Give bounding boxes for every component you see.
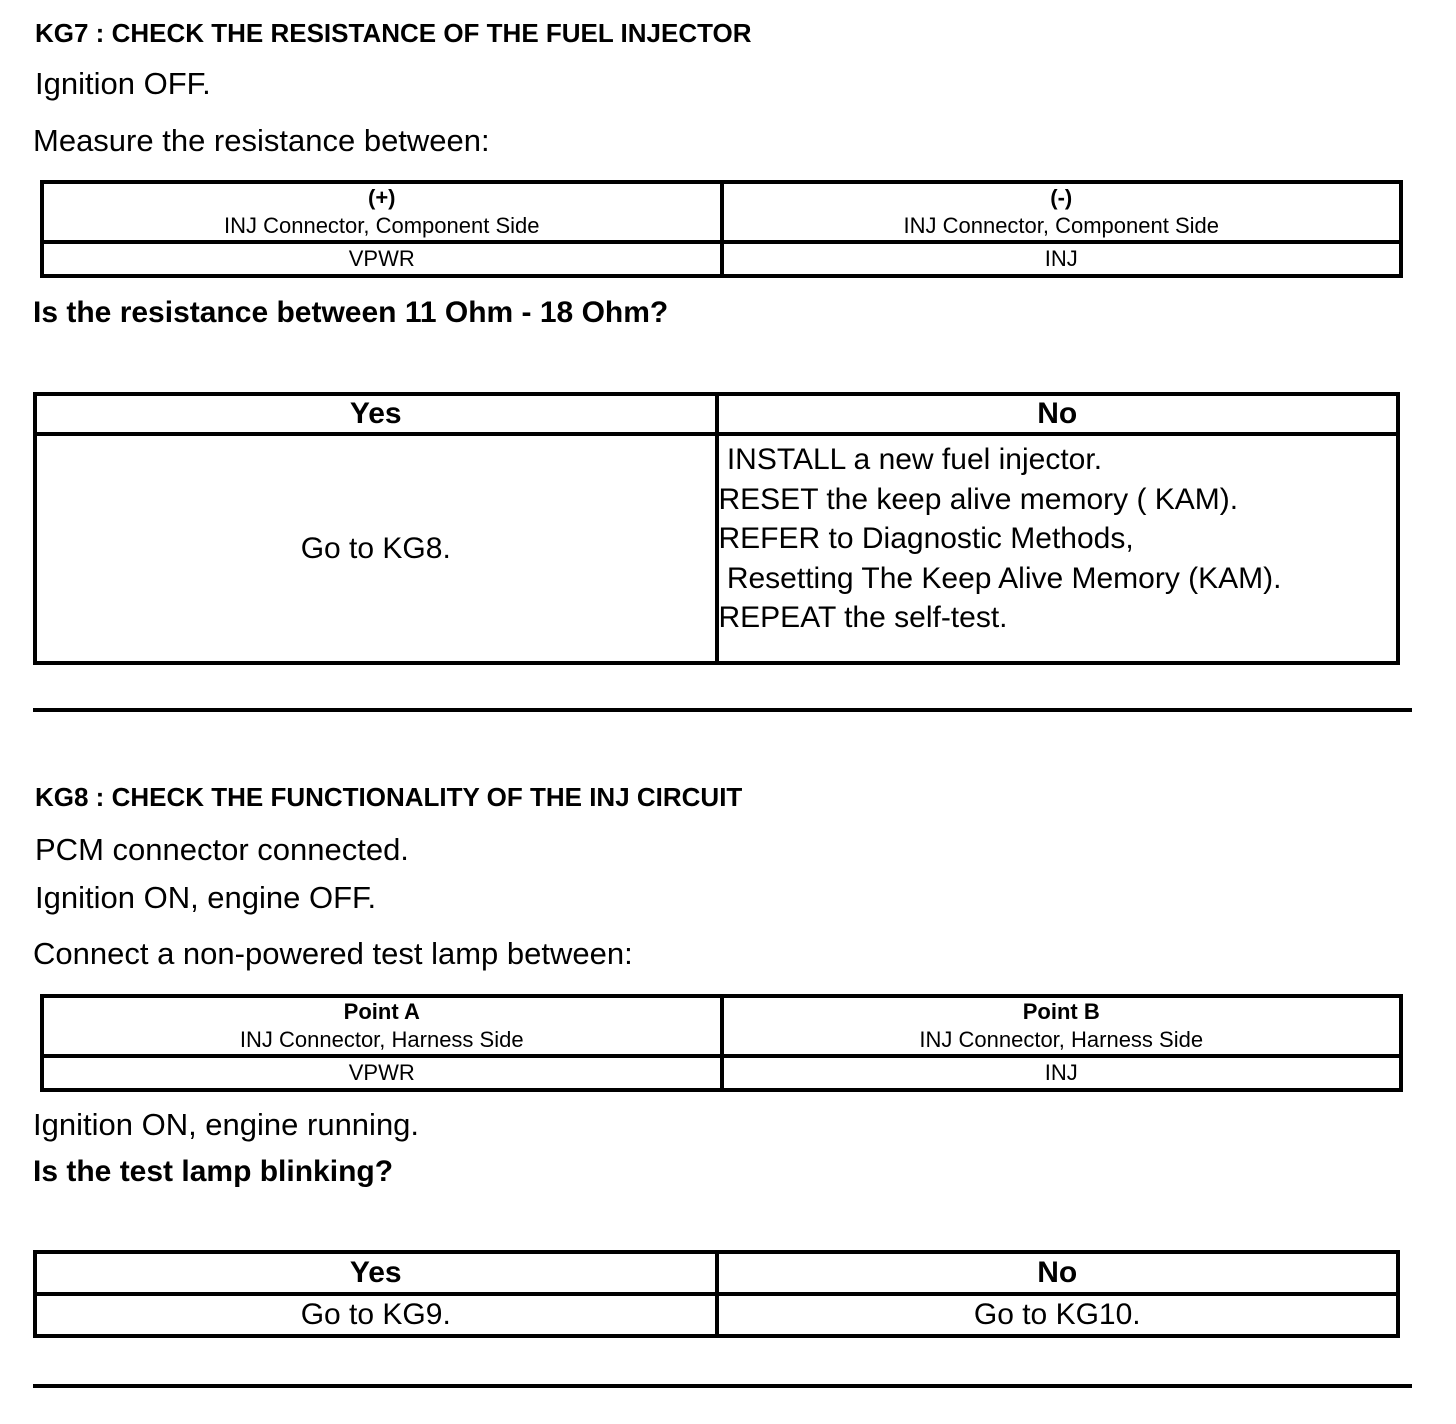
kg7-measure-col1-value: VPWR	[40, 240, 724, 278]
kg7-yes-header: Yes	[33, 392, 719, 436]
kg8-step-1: PCM connector connected.	[35, 832, 409, 867]
no-action-3: REFER to Diagnostic Methods,	[718, 522, 1134, 555]
kg8-lamp-table: Point A INJ Connector, Harness Side Point…	[40, 994, 1403, 1092]
kg8-lamp-col2-header: Point B INJ Connector, Harness Side	[719, 994, 1403, 1058]
col2-title: Point B	[1022, 999, 1100, 1024]
kg8-yes-action: Go to KG9.	[33, 1292, 719, 1338]
kg7-measure-table: (+) INJ Connector, Component Side (-) INJ …	[40, 180, 1403, 278]
kg8-step-3: Connect a non-powered test lamp between:	[33, 936, 633, 971]
kg7-no-header: No	[714, 392, 1400, 436]
kg8-heading: KG8 : CHECK THE FUNCTIONALITY OF THE INJ…	[35, 782, 743, 812]
kg8-question: Is the test lamp blinking?	[33, 1155, 394, 1188]
col2-sub: INJ Connector, Harness Side	[919, 1027, 1204, 1052]
kg8-step-after: Ignition ON, engine running.	[33, 1107, 420, 1142]
kg7-measure-col2-value: INJ	[719, 240, 1403, 278]
kg7-question: Is the resistance between 11 Ohm - 18 Oh…	[33, 296, 669, 329]
kg7-yes-action: Go to KG8.	[33, 432, 719, 665]
no-action-2: RESET the keep alive memory ( KAM).	[718, 482, 1239, 516]
no-action-4: Resetting The Keep Alive Memory (KAM).	[718, 561, 1282, 595]
col1-title: Point A	[343, 999, 420, 1024]
kg8-no-header: No	[714, 1250, 1400, 1296]
kg7-step-1: Ignition OFF.	[35, 66, 211, 101]
section-divider-bottom	[33, 1384, 1412, 1388]
col1-title: (+)	[368, 185, 396, 210]
kg8-lamp-col1-value: VPWR	[40, 1054, 724, 1092]
section-divider	[33, 708, 1412, 712]
kg7-measure-col1-header: (+) INJ Connector, Component Side	[40, 180, 724, 244]
kg7-no-actions: INSTALL a new fuel injector. RESET the k…	[714, 432, 1400, 665]
no-action-5: REPEAT the self-test.	[718, 601, 1008, 634]
kg7-result-table: Yes No Go to KG8. INSTALL a new fuel inj…	[33, 392, 1400, 665]
no-action-1: INSTALL a new fuel injector.	[718, 443, 1103, 476]
kg7-measure-col2-header: (-) INJ Connector, Component Side	[719, 180, 1403, 244]
kg8-result-table: Yes No Go to KG9. Go to KG10.	[33, 1250, 1400, 1338]
kg8-lamp-col1-header: Point A INJ Connector, Harness Side	[40, 994, 724, 1058]
kg8-yes-header: Yes	[33, 1250, 719, 1296]
col2-title: (-)	[1050, 185, 1073, 210]
kg8-no-action: Go to KG10.	[714, 1292, 1400, 1338]
kg8-step-2: Ignition ON, engine OFF.	[35, 880, 377, 915]
kg7-step-2: Measure the resistance between:	[33, 123, 490, 158]
col2-sub: INJ Connector, Component Side	[903, 213, 1219, 238]
kg7-heading: KG7 : CHECK THE RESISTANCE OF THE FUEL I…	[35, 18, 752, 48]
col1-sub: INJ Connector, Component Side	[223, 213, 540, 238]
kg8-lamp-col2-value: INJ	[719, 1054, 1403, 1092]
col1-sub: INJ Connector, Harness Side	[239, 1027, 524, 1052]
